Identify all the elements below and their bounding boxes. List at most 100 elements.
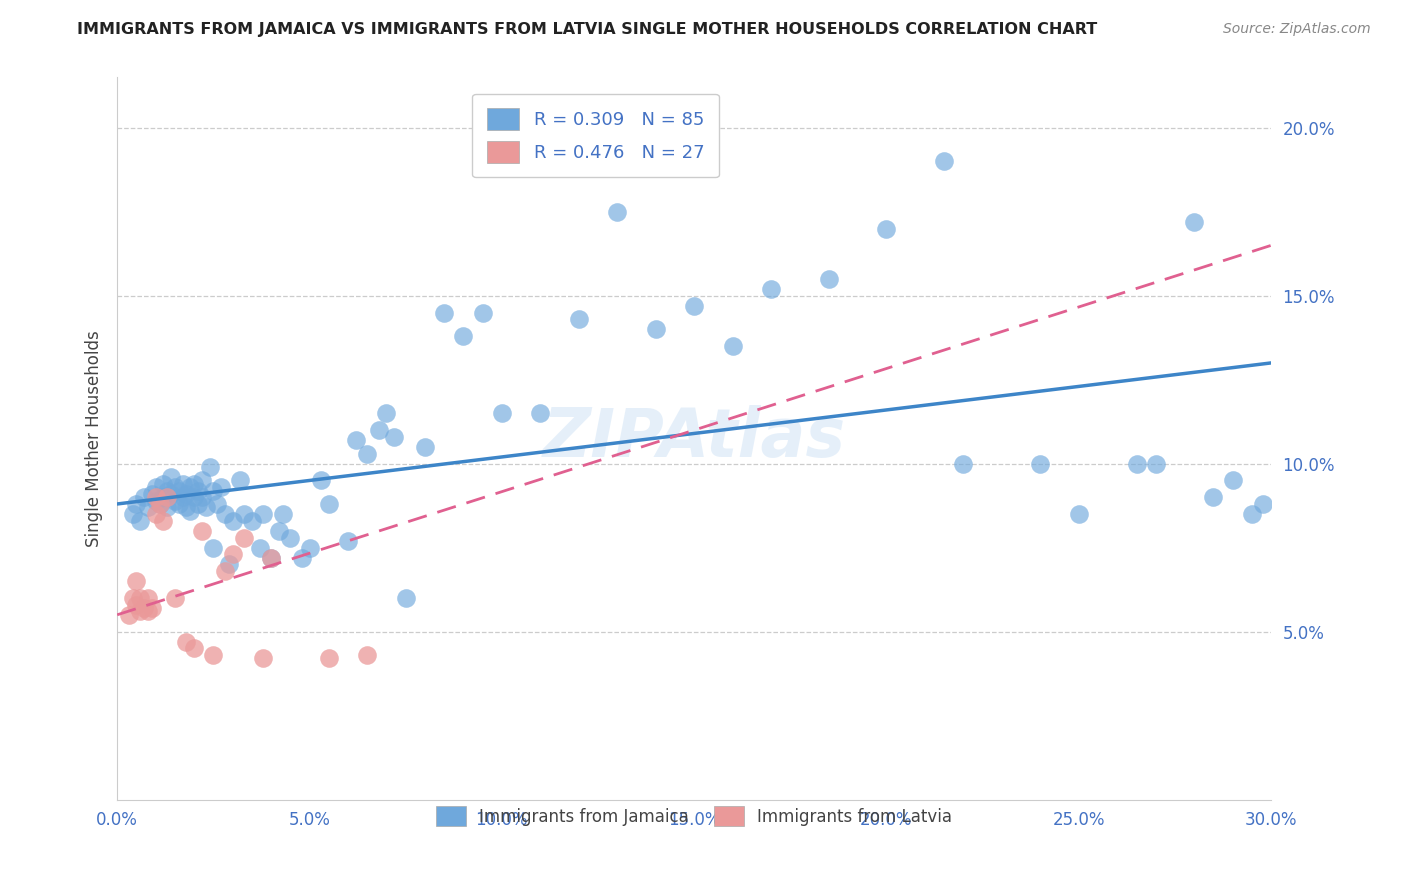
- Point: [876, 221, 898, 235]
- Point: [191, 524, 214, 538]
- Point: [167, 483, 190, 498]
- Point: [172, 476, 194, 491]
- Point: [136, 604, 159, 618]
- Point: [183, 476, 205, 491]
- Point: [568, 312, 591, 326]
- Point: [1029, 457, 1052, 471]
- Point: [356, 447, 378, 461]
- Point: [683, 299, 706, 313]
- Point: [141, 487, 163, 501]
- Point: [413, 440, 436, 454]
- Point: [172, 490, 194, 504]
- Point: [817, 272, 839, 286]
- Point: [221, 514, 243, 528]
- Point: [191, 490, 214, 504]
- Point: [163, 493, 186, 508]
- Point: [163, 591, 186, 605]
- Point: [209, 480, 232, 494]
- Point: [491, 406, 513, 420]
- Point: [187, 497, 209, 511]
- Point: [194, 500, 217, 515]
- Point: [1253, 497, 1275, 511]
- Point: [1240, 507, 1263, 521]
- Text: Source: ZipAtlas.com: Source: ZipAtlas.com: [1223, 22, 1371, 37]
- Point: [179, 504, 201, 518]
- Point: [1202, 490, 1225, 504]
- Point: [336, 533, 359, 548]
- Point: [145, 490, 167, 504]
- Point: [129, 604, 152, 618]
- Point: [152, 476, 174, 491]
- Legend: Immigrants from Jamaica, Immigrants from Latvia: Immigrants from Jamaica, Immigrants from…: [427, 797, 960, 835]
- Point: [176, 487, 198, 501]
- Point: [1222, 474, 1244, 488]
- Point: [252, 651, 274, 665]
- Point: [214, 564, 236, 578]
- Text: IMMIGRANTS FROM JAMAICA VS IMMIGRANTS FROM LATVIA SINGLE MOTHER HOUSEHOLDS CORRE: IMMIGRANTS FROM JAMAICA VS IMMIGRANTS FR…: [77, 22, 1098, 37]
- Point: [167, 497, 190, 511]
- Point: [202, 541, 225, 555]
- Point: [156, 483, 179, 498]
- Point: [233, 507, 256, 521]
- Point: [382, 430, 405, 444]
- Point: [240, 514, 263, 528]
- Point: [202, 648, 225, 662]
- Point: [156, 500, 179, 515]
- Point: [233, 531, 256, 545]
- Point: [136, 591, 159, 605]
- Point: [759, 282, 782, 296]
- Point: [145, 480, 167, 494]
- Point: [132, 490, 155, 504]
- Point: [260, 550, 283, 565]
- Point: [121, 591, 143, 605]
- Point: [344, 433, 367, 447]
- Point: [278, 531, 301, 545]
- Point: [125, 598, 148, 612]
- Point: [260, 550, 283, 565]
- Point: [229, 474, 252, 488]
- Point: [129, 514, 152, 528]
- Point: [136, 500, 159, 515]
- Point: [148, 497, 170, 511]
- Point: [156, 490, 179, 504]
- Point: [1125, 457, 1147, 471]
- Point: [375, 406, 398, 420]
- Point: [309, 474, 332, 488]
- Point: [141, 601, 163, 615]
- Point: [252, 507, 274, 521]
- Point: [298, 541, 321, 555]
- Point: [125, 574, 148, 589]
- Point: [145, 493, 167, 508]
- Point: [160, 487, 183, 501]
- Point: [118, 607, 141, 622]
- Point: [606, 204, 628, 219]
- Point: [160, 470, 183, 484]
- Point: [148, 497, 170, 511]
- Point: [721, 339, 744, 353]
- Point: [218, 558, 240, 572]
- Point: [291, 550, 314, 565]
- Point: [179, 480, 201, 494]
- Point: [952, 457, 974, 471]
- Point: [183, 490, 205, 504]
- Point: [318, 651, 340, 665]
- Point: [644, 322, 666, 336]
- Point: [132, 601, 155, 615]
- Point: [356, 648, 378, 662]
- Point: [214, 507, 236, 521]
- Point: [176, 634, 198, 648]
- Point: [202, 483, 225, 498]
- Point: [129, 591, 152, 605]
- Point: [1144, 457, 1167, 471]
- Point: [191, 474, 214, 488]
- Point: [529, 406, 551, 420]
- Point: [395, 591, 418, 605]
- Point: [125, 497, 148, 511]
- Point: [198, 460, 221, 475]
- Point: [205, 497, 228, 511]
- Point: [367, 423, 389, 437]
- Point: [249, 541, 271, 555]
- Point: [1067, 507, 1090, 521]
- Text: ZIPAtlas: ZIPAtlas: [543, 406, 846, 472]
- Point: [318, 497, 340, 511]
